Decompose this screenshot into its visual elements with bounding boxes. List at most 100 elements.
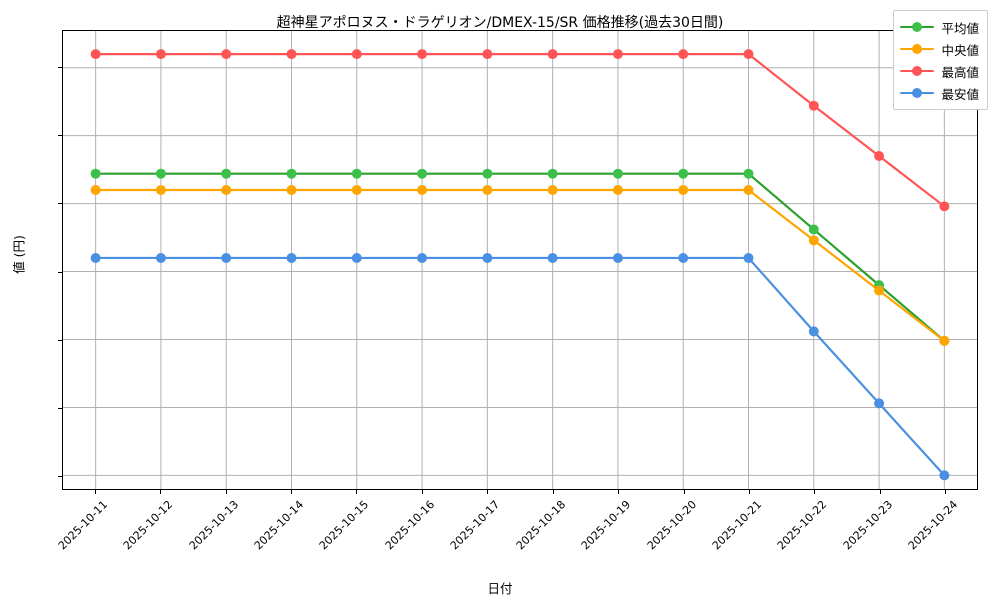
legend-item-最高値[interactable]: 最高値	[900, 60, 979, 82]
data-point[interactable]	[351, 168, 362, 179]
x-tick-mark	[552, 490, 554, 494]
data-point[interactable]	[678, 185, 689, 195]
data-point[interactable]	[743, 168, 754, 179]
data-point[interactable]	[221, 252, 232, 263]
data-point[interactable]	[939, 335, 950, 346]
data-point[interactable]	[808, 224, 819, 235]
legend-swatch-icon	[900, 43, 935, 55]
data-point[interactable]	[417, 185, 428, 195]
data-point[interactable]	[155, 185, 166, 195]
chart-legend[interactable]: 平均値中央値最高値最安値	[893, 10, 988, 110]
data-point[interactable]	[678, 49, 689, 60]
data-point[interactable]	[547, 168, 558, 179]
data-point[interactable]	[612, 168, 623, 179]
data-point[interactable]	[743, 185, 754, 195]
data-point[interactable]	[417, 49, 428, 60]
x-tick-mark	[94, 490, 96, 494]
x-tick-mark	[618, 490, 620, 494]
x-tick-mark	[160, 490, 162, 494]
series-line-平均値	[94, 172, 946, 342]
x-tick-mark	[879, 490, 881, 494]
data-point[interactable]	[743, 49, 754, 60]
legend-marker-icon	[912, 88, 923, 98]
y-tick-mark	[58, 271, 62, 273]
x-tick-mark	[421, 490, 423, 494]
data-point[interactable]	[286, 252, 297, 263]
x-tick-mark	[487, 490, 489, 494]
x-tick-mark	[225, 490, 227, 494]
data-point[interactable]	[351, 252, 362, 263]
y-tick-mark	[58, 339, 62, 341]
y-tick-mark	[58, 203, 62, 205]
legend-label: 中央値	[941, 42, 979, 58]
data-point[interactable]	[939, 201, 950, 212]
data-point[interactable]	[808, 326, 819, 337]
y-tick-mark	[58, 476, 62, 478]
data-point[interactable]	[612, 252, 623, 263]
legend-label: 最高値	[941, 64, 979, 80]
data-point[interactable]	[482, 49, 493, 60]
legend-swatch-icon	[900, 21, 935, 33]
data-point[interactable]	[286, 49, 297, 60]
data-series-layer	[90, 49, 950, 481]
data-point[interactable]	[417, 168, 428, 179]
data-point[interactable]	[221, 168, 232, 179]
data-point[interactable]	[547, 252, 558, 263]
x-tick-mark	[749, 490, 750, 494]
data-point[interactable]	[874, 151, 885, 162]
data-point[interactable]	[678, 252, 689, 263]
data-point[interactable]	[90, 252, 101, 263]
x-tick-mark	[945, 490, 947, 494]
data-point[interactable]	[874, 398, 885, 409]
legend-swatch-icon	[900, 87, 935, 99]
data-point[interactable]	[874, 285, 885, 296]
legend-marker-icon	[912, 66, 923, 76]
data-point[interactable]	[90, 168, 101, 179]
data-point[interactable]	[547, 185, 558, 195]
data-point[interactable]	[482, 168, 493, 179]
plot-area	[62, 30, 978, 490]
y-tick-mark	[58, 408, 62, 410]
data-point[interactable]	[155, 168, 166, 179]
data-point[interactable]	[155, 252, 166, 263]
data-point[interactable]	[221, 49, 232, 60]
legend-marker-icon	[912, 22, 923, 32]
series-line-最安値	[94, 256, 946, 477]
legend-label: 平均値	[941, 20, 979, 36]
data-point[interactable]	[612, 185, 623, 195]
data-point[interactable]	[90, 185, 101, 195]
legend-label: 最安値	[941, 86, 979, 102]
data-point[interactable]	[351, 185, 362, 195]
data-point[interactable]	[678, 168, 689, 179]
data-point[interactable]	[286, 185, 297, 195]
data-point[interactable]	[221, 185, 232, 195]
chart-title: 超神星アポロヌス・ドラゲリオン/DMEX-15/SR 価格推移(過去30日間)	[276, 15, 724, 31]
x-tick-mark	[356, 490, 358, 494]
data-point[interactable]	[482, 252, 493, 263]
data-point[interactable]	[90, 49, 101, 60]
legend-item-中央値[interactable]: 中央値	[900, 38, 979, 60]
data-point[interactable]	[939, 470, 950, 481]
legend-item-平均値[interactable]: 平均値	[900, 16, 979, 38]
data-point[interactable]	[155, 49, 166, 60]
y-tick-mark	[58, 135, 62, 137]
x-tick-mark	[291, 490, 292, 494]
legend-swatch-icon	[900, 65, 935, 77]
x-tick-mark	[814, 490, 816, 494]
legend-marker-icon	[912, 44, 923, 54]
data-point[interactable]	[351, 49, 362, 60]
x-tick-mark	[683, 490, 685, 494]
grid-lines	[63, 31, 977, 489]
legend-item-最安値[interactable]: 最安値	[900, 82, 979, 104]
data-point[interactable]	[612, 49, 623, 60]
data-point[interactable]	[547, 49, 558, 60]
data-point[interactable]	[286, 168, 297, 179]
data-point[interactable]	[808, 235, 819, 246]
y-tick-mark	[58, 66, 62, 68]
data-point[interactable]	[417, 252, 428, 263]
data-point[interactable]	[808, 100, 819, 111]
data-point[interactable]	[482, 185, 493, 195]
data-point[interactable]	[743, 252, 754, 263]
